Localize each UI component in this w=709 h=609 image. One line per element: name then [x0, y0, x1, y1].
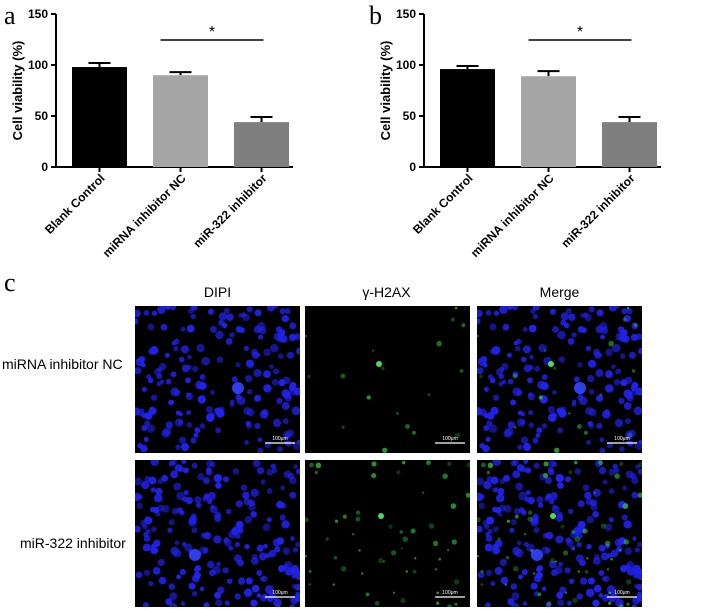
y-tick-label: 0 — [41, 160, 48, 174]
column-title-dipi: DIPI — [203, 284, 232, 300]
panel-letter-c: c — [4, 268, 16, 297]
micrograph-nc-merge: 100μm — [477, 306, 642, 453]
bar-2 — [153, 75, 208, 167]
bar-1 — [72, 67, 127, 167]
y-tick-label: 150 — [396, 7, 416, 21]
micrograph-inhibitor-dipi: 100μm — [135, 460, 300, 607]
category-label: miR-322 inhibitor — [190, 171, 269, 250]
chart-a: 0 50 100 150 Cell viability (%) Blank Control… — [10, 7, 293, 260]
significance-star: * — [577, 24, 583, 41]
micrograph-nc-dipi: 100μm — [135, 306, 300, 453]
y-tick-label: 100 — [28, 58, 48, 72]
scale-bar-label: 100μm — [272, 436, 287, 442]
bar-2 — [521, 76, 576, 167]
category-label: miRNA inhibitor NC — [468, 171, 557, 260]
y-axis-label: Cell viability (%) — [378, 41, 393, 141]
micrograph-inhibitor-merge: 100μm — [477, 460, 642, 607]
y-tick-label: 0 — [409, 160, 416, 174]
category-label: Blank Control — [42, 171, 108, 237]
y-tick-label: 50 — [35, 109, 49, 123]
category-label: miRNA inhibitor NC — [100, 171, 189, 260]
column-title-gamma-h2ax: γ-H2AX — [362, 284, 411, 300]
chart-b: 0 50 100 150 Cell viability (%) Blank Control… — [378, 7, 661, 260]
category-label: miR-322 inhibitor — [558, 171, 637, 250]
bar-3 — [602, 122, 657, 167]
scale-bar-label: 100μm — [442, 590, 457, 596]
scale-bar-label: 100μm — [614, 436, 629, 442]
panel-letter-a: a — [4, 1, 16, 30]
row-label-mirna-inhibitor-nc: miRNA inhibitor NC — [2, 356, 123, 372]
scale-bar-label: 100μm — [272, 590, 287, 596]
y-axis-label: Cell viability (%) — [10, 41, 25, 141]
bar-1 — [440, 69, 495, 167]
micrograph-inhibitor-gamma-h2ax: 100μm — [305, 460, 470, 607]
scale-bar-label: 100μm — [442, 436, 457, 442]
scale-bar-label: 100μm — [614, 590, 629, 596]
significance-star: * — [209, 24, 215, 41]
panel-letter-b: b — [369, 1, 382, 30]
y-tick-label: 50 — [403, 109, 417, 123]
column-title-merge: Merge — [539, 284, 580, 300]
micrograph-nc-gamma-h2ax: 100μm — [305, 306, 470, 453]
row-label-mir-322-inhibitor: miR-322 inhibitor — [20, 535, 126, 551]
y-tick-label: 100 — [396, 58, 416, 72]
y-tick-label: 150 — [28, 7, 48, 21]
bar-3 — [234, 122, 289, 167]
category-label: Blank Control — [410, 171, 476, 237]
